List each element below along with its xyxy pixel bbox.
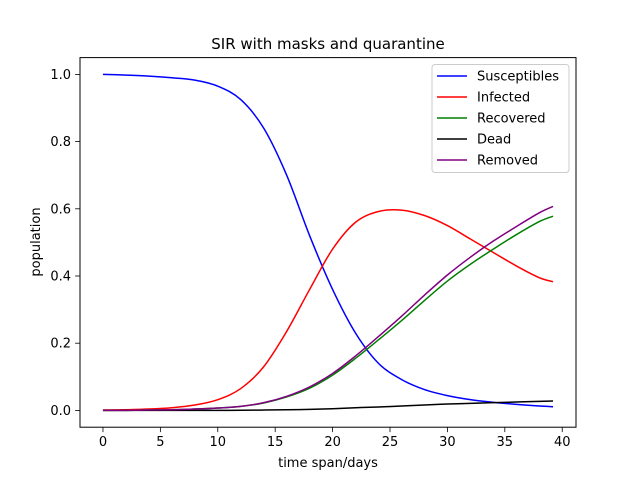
legend: Susceptibles Infected Recovered Dead Removed [431,64,570,173]
x-tick-label: 35 [497,435,514,450]
y-tick-label: 0.8 [50,135,71,150]
y-tick-label: 1.0 [50,68,71,83]
series-line-susceptibles [102,73,554,408]
y-tick-label: 0.2 [50,337,71,352]
x-tick-label: 40 [554,435,571,450]
legend-label: Susceptibles [477,70,559,85]
x-tick-label: 5 [156,435,164,450]
x-tick-label: 10 [210,435,227,450]
y-tick-label: 0.0 [50,404,71,419]
plot-lines [102,73,554,412]
legend-label: Recovered [477,112,546,127]
x-axis-ticks: 0 5 10 15 20 25 30 35 40 [99,427,571,450]
x-tick-label: 25 [382,435,399,450]
series-line-dead [102,400,554,412]
series-line-removed [102,205,554,412]
y-axis-label: population [29,207,44,276]
y-tick-label: 0.6 [50,202,71,217]
x-tick-label: 30 [439,435,456,450]
series-line-infected [102,208,554,411]
x-tick-label: 15 [267,435,284,450]
legend-box [431,64,570,173]
x-axis-label: time span/days [278,456,378,471]
x-tick-label: 20 [324,435,341,450]
legend-label: Dead [477,133,511,148]
chart-title: SIR with masks and quarantine [211,35,444,53]
legend-label: Removed [477,154,538,169]
y-tick-label: 0.4 [50,270,71,285]
x-tick-label: 0 [99,435,107,450]
plot-frame [79,57,577,428]
legend-label: Infected [477,91,530,106]
y-axis-ticks: 0.0 0.2 0.4 0.6 0.8 1.0 [50,68,80,419]
